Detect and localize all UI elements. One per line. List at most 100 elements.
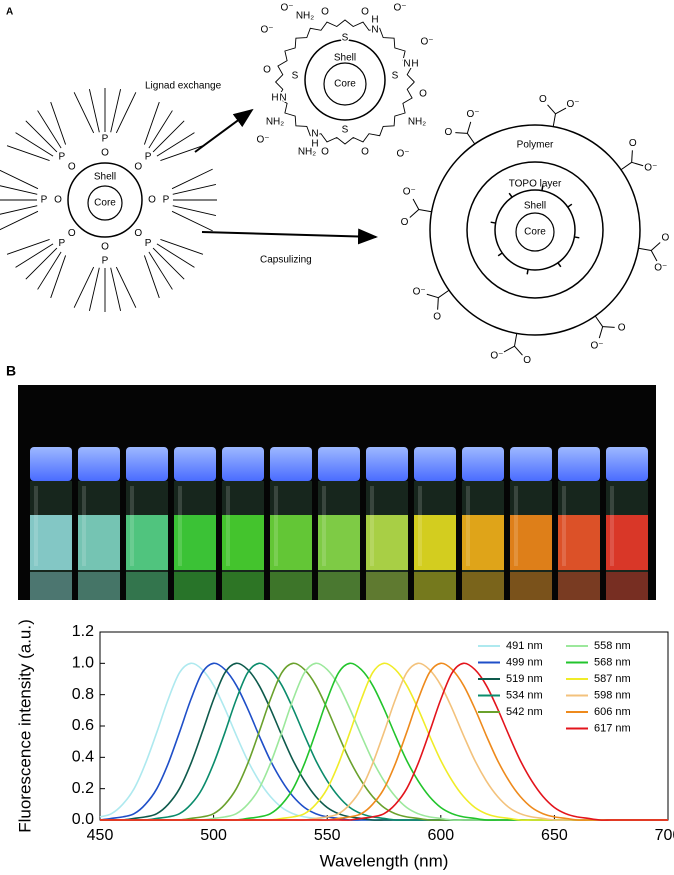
- atom-label: S: [342, 125, 349, 136]
- x-tick-label: 450: [87, 827, 114, 844]
- core-label: Core: [334, 79, 356, 90]
- atom-label: O: [629, 138, 637, 149]
- carboxyl-bond: [412, 198, 420, 210]
- spectrum-line: [100, 662, 668, 821]
- vial-liquid: [78, 515, 120, 570]
- spectrum-line: [100, 662, 668, 821]
- ligand-chain: [115, 266, 137, 308]
- atom-label: O: [321, 147, 329, 158]
- atom-label: P: [41, 195, 48, 206]
- legend-label: 568 nm: [594, 656, 631, 668]
- shell-label: Shell: [94, 172, 116, 183]
- x-tick-label: 700: [655, 827, 674, 844]
- carboxyl-bond: [631, 150, 633, 163]
- vial-liquid: [174, 515, 216, 570]
- atom-label: S: [342, 33, 349, 44]
- carboxyl-bond: [602, 326, 615, 328]
- polymer-label: Polymer: [517, 140, 554, 151]
- ligand-chain: [25, 120, 58, 153]
- atom-label: O: [523, 355, 531, 366]
- ligand-chain: [115, 92, 137, 134]
- legend-label: 606 nm: [594, 706, 631, 718]
- atom-label: N: [371, 25, 378, 36]
- atom-label: O⁻: [260, 25, 273, 36]
- vial-shine: [34, 486, 38, 566]
- ligand-chain: [171, 168, 213, 190]
- spectrum-line: [99, 662, 668, 821]
- legend-label: 558 nm: [594, 640, 631, 652]
- vial-reflection: [606, 572, 648, 600]
- ligand-chain: [152, 247, 185, 280]
- atom-label: O: [361, 147, 369, 158]
- spectrum-line: [99, 662, 668, 821]
- atom-label: O: [263, 65, 271, 76]
- atom-label: H: [371, 15, 378, 26]
- vial-liquid: [414, 515, 456, 570]
- ligand-chain: [110, 267, 122, 312]
- spectrum-line: [100, 662, 668, 821]
- arrow: [194, 108, 254, 153]
- y-tick-label: 1.0: [72, 655, 94, 672]
- spectrum-line: [100, 662, 668, 821]
- topo-tick: [526, 269, 529, 275]
- atom-label: O: [444, 127, 452, 138]
- vial-shine: [322, 486, 326, 566]
- ligand-chain: [0, 210, 39, 231]
- atom-label: O: [539, 94, 547, 105]
- core-label: Core: [524, 227, 546, 238]
- plot-frame: [99, 631, 669, 821]
- atom-label: O⁻: [256, 135, 269, 146]
- atom-label: S: [292, 71, 299, 82]
- vial-reflection: [510, 572, 552, 600]
- carboxyl-bond: [438, 289, 450, 299]
- shell-label: Shell: [334, 53, 356, 64]
- vial-reflection: [318, 572, 360, 600]
- ligand-chain: [15, 132, 54, 157]
- vial-shine: [418, 486, 422, 566]
- x-tick-label: 650: [541, 827, 568, 844]
- ligand-chain: [160, 238, 204, 255]
- glutathione-ring: [274, 19, 415, 145]
- atom-label: O: [101, 148, 109, 159]
- atom-label: O: [54, 195, 62, 206]
- ligand-chain: [37, 251, 62, 290]
- vial-liquid: [366, 515, 408, 570]
- atom-label: P: [163, 195, 170, 206]
- vial-shine: [226, 486, 230, 566]
- ligand-chain: [160, 145, 204, 162]
- carboxyl-bond: [418, 209, 432, 213]
- atom-label: O: [401, 217, 409, 228]
- atom-label: P: [145, 238, 152, 249]
- ligand-chain: [50, 101, 67, 145]
- vial-liquid: [510, 515, 552, 570]
- carboxyl-bond: [466, 121, 472, 134]
- y-tick-label: 1.2: [72, 623, 94, 640]
- vial-cap: [606, 447, 648, 481]
- atom-label: O⁻: [644, 163, 657, 174]
- atom-label: O: [134, 161, 142, 172]
- y-tick-label: 0.8: [72, 686, 94, 703]
- arrow-label: Lignad exchange: [145, 81, 222, 92]
- atom-label: O: [321, 7, 329, 18]
- panel-label: B: [6, 363, 16, 379]
- atom-label: O: [68, 161, 76, 172]
- vial-shine: [274, 486, 278, 566]
- ligand-chain: [172, 205, 217, 217]
- vial-shine: [82, 486, 86, 566]
- atom-label: O: [101, 242, 109, 253]
- arrow: [201, 228, 378, 245]
- vial-cap: [462, 447, 504, 481]
- ligand-chain: [37, 110, 62, 149]
- ligand-chain: [88, 88, 100, 133]
- atom-label: O⁻: [590, 340, 603, 351]
- atom-label: O: [433, 311, 441, 322]
- vial-cap: [414, 447, 456, 481]
- vial-cap: [78, 447, 120, 481]
- atom-label: O: [148, 195, 156, 206]
- ligand-chain: [50, 255, 67, 299]
- core-circle: [515, 212, 555, 252]
- legend-label: 499 nm: [506, 656, 543, 668]
- atom-label: N: [311, 129, 318, 140]
- carboxyl-bond: [503, 345, 515, 353]
- ligand-chain: [148, 251, 173, 290]
